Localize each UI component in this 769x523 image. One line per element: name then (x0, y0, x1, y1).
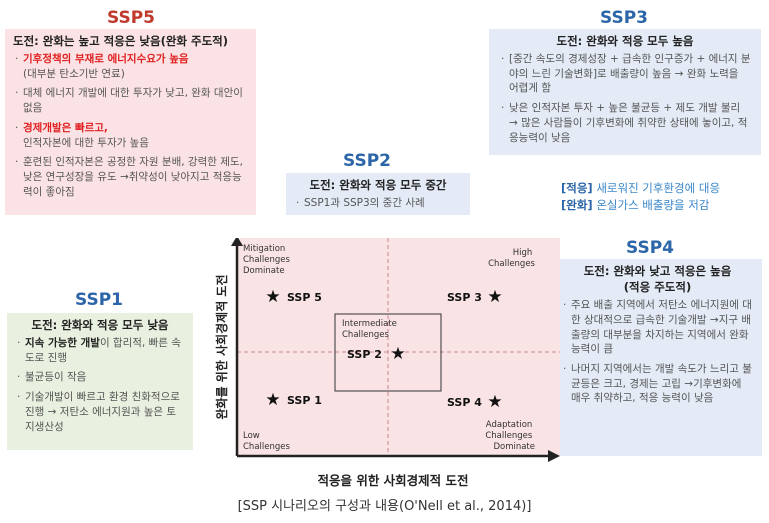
point-ssp5: ★ SSP 5 (265, 287, 322, 307)
ssp4-item: 나머지 지역에서는 개발 속도가 느리고 불균등은 크고, 경제는 고립 →기후… (561, 362, 754, 406)
svg-text:SSP 2: SSP 2 (347, 348, 382, 361)
ssp4-item: 주요 배출 지역에서 저탄소 에너지원에 대한 상대적으로 급속한 기술개발 →… (561, 298, 754, 357)
svg-text:★: ★ (265, 390, 280, 410)
ssp2-item: SSP1과 SSP3의 중간 사례 (294, 196, 462, 211)
y-axis-arrow (231, 238, 243, 246)
ssp4-box: 도전: 완화와 낮고 적응은 높음(적응 주도적) 주요 배출 지역에서 저탄소… (553, 259, 762, 456)
ssp2-title: SSP2 (343, 151, 392, 171)
corner-top-right: High Challenges (488, 248, 535, 269)
ssp5-item: 경제개발은 빠르고,인적자본에 대한 투자가 높음 (13, 121, 248, 150)
ssp4-title: SSP4 (626, 238, 675, 258)
intermediate-label: Intermediate Challenges (342, 319, 400, 340)
ssp3-box: 도전: 완화와 적응 모두 높음 [중간 속도의 경제성장 + 급속한 인구증가… (489, 29, 761, 155)
ssp5-item: 대체 에너지 개발에 대한 투자가 낮고, 완화 대안이 없음 (13, 86, 248, 115)
point-ssp4: SSP 4 ★ (447, 392, 503, 412)
ssp3-item: [중간 속도의 경제성장 + 급속한 인구증가 + 에너지 분야의 느린 기술변… (499, 52, 751, 96)
svg-text:★: ★ (487, 392, 502, 412)
svg-text:SSP 3: SSP 3 (447, 291, 482, 304)
ssp1-title: SSP1 (75, 290, 124, 310)
svg-text:SSP 1: SSP 1 (287, 394, 322, 407)
x-axis-label: 적응을 위한 사회경제적 도전 (317, 473, 469, 488)
ssp1-heading: 도전: 완화와 적응 모두 낮음 (31, 318, 169, 332)
point-ssp3: SSP 3 ★ (447, 287, 503, 307)
ssp4-heading: 도전: 완화와 낮고 적응은 높음 (적응 주도적) (583, 264, 732, 295)
ssp5-box: 도전: 완화는 높고 적응은 낮음(완화 주도적) 기후정책의 부재로 에너지수… (5, 29, 256, 215)
point-ssp1: ★ SSP 1 (265, 390, 322, 410)
legend-adaptation: [적응] 새로워진 기후환경에 대응 (561, 181, 721, 195)
ssp-quadrant-diagram: 완화를 위한 사회경제적 도전 Mitigation Challenges Do… (215, 238, 560, 462)
svg-text:★: ★ (390, 344, 405, 364)
ssp1-item: 불균등이 작음 (15, 370, 185, 385)
ssp5-title: SSP5 (107, 8, 156, 28)
ssp5-item: 기후정책의 부재로 에너지수요가 높음(대부분 탄소기반 연료) (13, 52, 248, 81)
ssp3-item: 낮은 인적자본 투자 + 높은 불균등 + 제도 개발 불리 → 많은 사람들이… (499, 101, 751, 145)
legend-mitigation: [완화] 온실가스 배출량을 저감 (561, 197, 710, 212)
ssp1-item: 기술개발이 빠르고 환경 친화적으로 진행 → 저탄소 에너지원과 높은 토지생… (15, 390, 185, 434)
ssp2-heading: 도전: 완화와 적응 모두 중간 (309, 178, 447, 192)
corner-bottom-right: Adaptation Challenges Dominate (485, 420, 535, 452)
figure-caption: [SSP 시나리오의 구성과 내용(O'Nell et al., 2014)] (237, 499, 532, 514)
corner-bottom-left: Low Challenges (243, 431, 290, 452)
svg-text:SSP 4: SSP 4 (447, 396, 482, 409)
x-axis-arrow (548, 450, 560, 462)
svg-text:★: ★ (265, 287, 280, 307)
ssp3-title: SSP3 (600, 8, 649, 28)
ssp5-heading: 도전: 완화는 높고 적응은 낮음(완화 주도적) (13, 34, 228, 48)
ssp2-box: 도전: 완화와 적응 모두 중간 SSP1과 SSP3의 중간 사례 (286, 173, 470, 215)
ssp3-heading: 도전: 완화와 적응 모두 높음 (556, 34, 694, 48)
y-axis-label: 완화를 위한 사회경제적 도전 (215, 274, 229, 419)
corner-top-left: Mitigation Challenges Dominate (243, 244, 293, 276)
ssp1-item: 지속 가능한 개발이 합리적, 빠른 속도로 진행 (15, 336, 185, 365)
svg-text:SSP 5: SSP 5 (287, 291, 322, 304)
legend: [적응] 새로워진 기후환경에 대응 [완화] 온실가스 배출량을 저감 (561, 180, 720, 213)
ssp5-item: 훈련된 인적자본은 공정한 자원 분배, 강력한 제도, 낮은 연구성장을 유도… (13, 155, 248, 199)
point-ssp2: SSP 2 ★ (347, 344, 406, 364)
svg-text:★: ★ (487, 287, 502, 307)
diagram-background (237, 238, 560, 456)
intermediate-box (334, 313, 442, 392)
ssp1-box: 도전: 완화와 적응 모두 낮음 지속 가능한 개발이 합리적, 빠른 속도로 … (7, 313, 193, 450)
